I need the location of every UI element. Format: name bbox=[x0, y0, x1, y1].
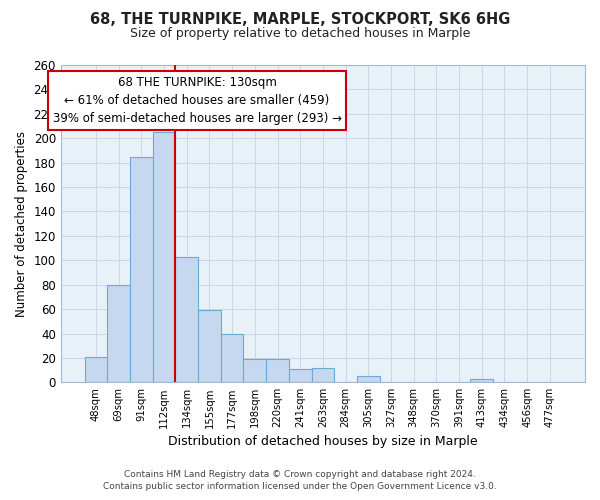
Bar bbox=[198, 310, 221, 382]
Bar bbox=[470, 378, 493, 382]
Text: 68, THE TURNPIKE, MARPLE, STOCKPORT, SK6 6HG: 68, THE TURNPIKE, MARPLE, STOCKPORT, SK6… bbox=[90, 12, 510, 28]
Text: Contains HM Land Registry data © Crown copyright and database right 2024.
Contai: Contains HM Land Registry data © Crown c… bbox=[103, 470, 497, 491]
Bar bbox=[357, 376, 380, 382]
Bar bbox=[107, 284, 130, 382]
Bar bbox=[152, 132, 175, 382]
Bar bbox=[311, 368, 334, 382]
Text: Size of property relative to detached houses in Marple: Size of property relative to detached ho… bbox=[130, 28, 470, 40]
Bar bbox=[130, 156, 152, 382]
Text: 68 THE TURNPIKE: 130sqm
← 61% of detached houses are smaller (459)
39% of semi-d: 68 THE TURNPIKE: 130sqm ← 61% of detache… bbox=[53, 76, 341, 125]
Bar bbox=[175, 256, 198, 382]
Bar bbox=[244, 359, 266, 382]
Bar bbox=[85, 356, 107, 382]
Y-axis label: Number of detached properties: Number of detached properties bbox=[15, 130, 28, 316]
Bar bbox=[221, 334, 244, 382]
Bar bbox=[266, 359, 289, 382]
X-axis label: Distribution of detached houses by size in Marple: Distribution of detached houses by size … bbox=[168, 434, 478, 448]
Bar bbox=[289, 369, 311, 382]
